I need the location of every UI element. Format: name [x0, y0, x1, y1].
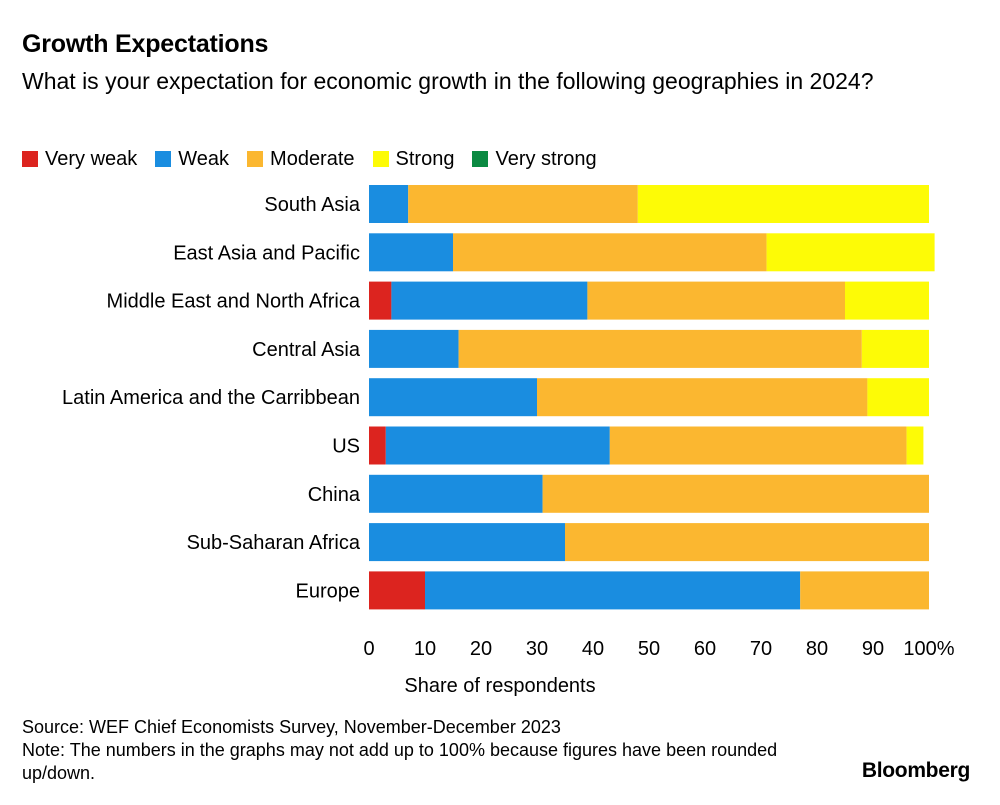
legend-item-moderate: Moderate	[247, 148, 355, 171]
x-tick-label-50: 50	[638, 638, 660, 660]
x-tick-label-100: 100%	[903, 638, 954, 660]
x-axis-title: Share of respondents	[404, 675, 595, 697]
bar-europe-moderate	[800, 571, 929, 610]
bar-south-asia-weak	[369, 185, 409, 223]
bar-latin-america-and-the-carribbean-weak	[369, 378, 537, 417]
bar-sub-saharan-africa-weak	[369, 523, 565, 562]
legend-label-moderate: Moderate	[270, 147, 355, 170]
category-label-china: China	[308, 484, 361, 506]
bar-east-asia-and-pacific-strong	[766, 233, 935, 272]
category-label-middle-east-and-north-africa: Middle East and North Africa	[107, 291, 361, 313]
legend-item-strong: Strong	[372, 147, 455, 171]
bar-middle-east-and-north-africa-moderate	[587, 281, 845, 320]
bar-us-very-weak	[369, 426, 386, 465]
x-tick-label-10: 10	[414, 638, 436, 660]
x-tick-label-0: 0	[363, 638, 374, 660]
bar-us-strong	[906, 426, 924, 465]
legend-swatch-very-strong	[472, 151, 489, 167]
legend-label-strong: Strong	[395, 147, 455, 170]
legend-label-weak: Weak	[178, 147, 230, 170]
category-label-latin-america-and-the-carribbean: Latin America and the Carribbean	[62, 387, 360, 409]
legend-swatch-very-weak	[22, 151, 38, 167]
x-tick-label-20: 20	[470, 638, 492, 660]
chart-footer: Source: WEF Chief Economists Survey, Nov…	[22, 716, 782, 785]
legend-swatch-strong	[372, 151, 389, 167]
bar-sub-saharan-africa-moderate	[565, 523, 929, 562]
bar-china-weak	[369, 474, 543, 513]
legend: Very weak Weak Moderate Strong Very stro…	[22, 146, 615, 172]
legend-item-very-weak: Very weak	[22, 148, 137, 171]
bar-middle-east-and-north-africa-very-weak	[369, 281, 392, 320]
category-label-central-asia: Central Asia	[252, 339, 361, 361]
chart-title: Growth Expectations	[22, 30, 269, 58]
source-note: Source: WEF Chief Economists Survey, Nov…	[22, 717, 561, 737]
bar-central-asia-weak	[369, 329, 459, 368]
bar-us-moderate	[609, 426, 907, 465]
x-tick-label-70: 70	[750, 638, 772, 660]
chart-subtitle: What is your expectation for economic gr…	[22, 68, 874, 94]
legend-item-very-strong: Very strong	[472, 147, 597, 171]
legend-item-weak: Weak	[155, 148, 229, 171]
rounding-note: Note: The numbers in the graphs may not …	[22, 740, 778, 783]
bar-central-asia-moderate	[458, 329, 862, 368]
bar-latin-america-and-the-carribbean-strong	[867, 378, 929, 417]
legend-swatch-moderate	[247, 151, 264, 167]
category-label-south-asia: South Asia	[264, 194, 361, 216]
x-tick-label-40: 40	[582, 638, 604, 660]
bar-europe-very-weak	[369, 571, 425, 610]
category-label-east-asia-and-pacific: East Asia and Pacific	[173, 242, 360, 264]
bloomberg-logo: Bloomberg	[861, 759, 970, 782]
bar-us-weak	[385, 426, 610, 465]
bar-middle-east-and-north-africa-weak	[391, 281, 588, 320]
x-tick-label-60: 60	[694, 638, 716, 660]
category-label-europe: Europe	[296, 580, 361, 602]
bar-middle-east-and-north-africa-strong	[845, 281, 929, 320]
bar-east-asia-and-pacific-moderate	[453, 233, 767, 272]
legend-label-very-weak: Very weak	[45, 147, 138, 170]
legend-swatch-weak	[155, 151, 172, 167]
bar-china-moderate	[542, 474, 929, 513]
bar-south-asia-strong	[637, 185, 929, 223]
x-tick-label-30: 30	[526, 638, 548, 660]
bar-latin-america-and-the-carribbean-moderate	[537, 378, 868, 417]
category-label-sub-saharan-africa: Sub-Saharan Africa	[187, 532, 361, 554]
bar-central-asia-strong	[861, 329, 929, 368]
bar-south-asia-moderate	[408, 185, 638, 223]
bar-east-asia-and-pacific-weak	[369, 233, 453, 272]
legend-label-very-strong: Very strong	[495, 147, 597, 170]
category-label-us: US	[332, 436, 360, 458]
x-tick-label-80: 80	[806, 638, 828, 660]
bar-europe-weak	[425, 571, 801, 610]
x-tick-label-90: 90	[862, 638, 884, 660]
